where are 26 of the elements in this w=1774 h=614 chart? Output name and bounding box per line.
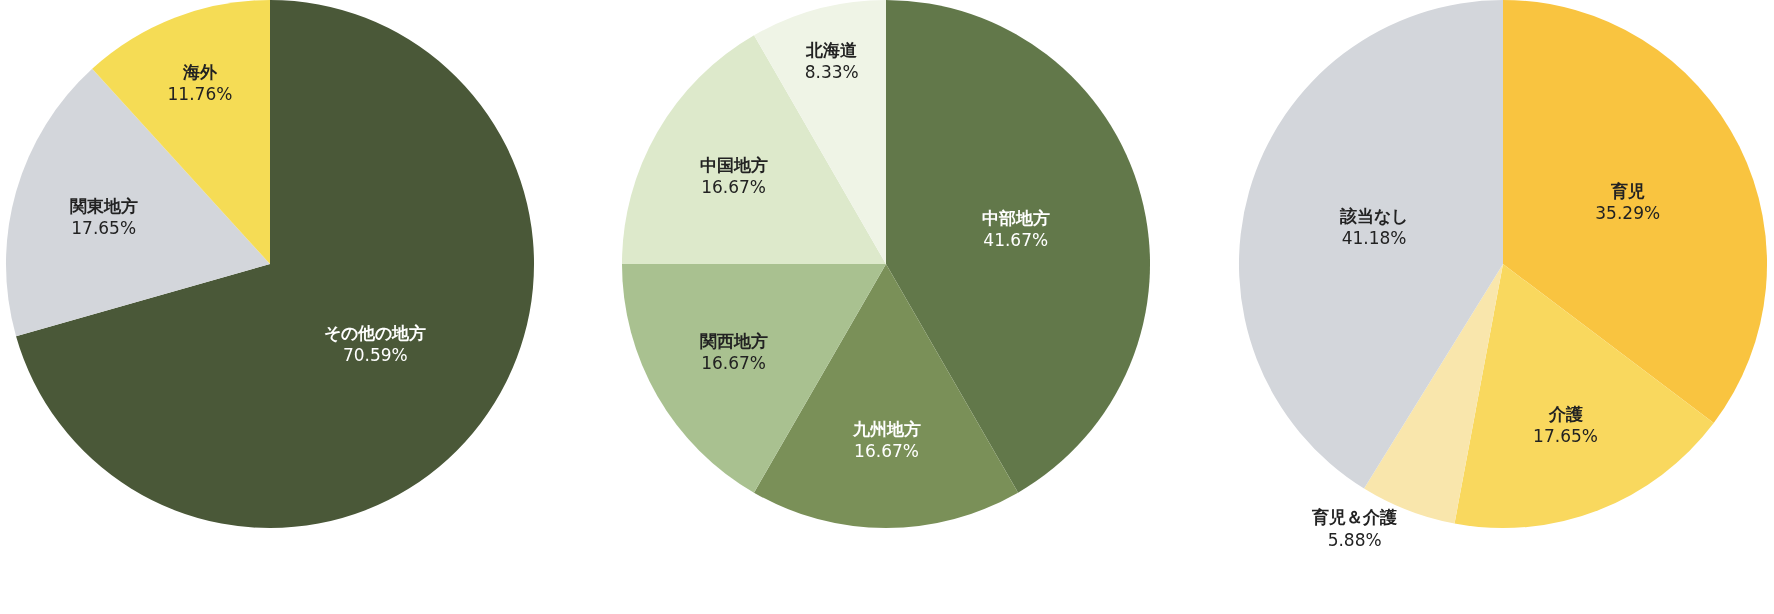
slice-label: 介護: [1547, 404, 1583, 425]
data-label: 70.59%: [342, 344, 408, 365]
data-label: 11.76%: [167, 84, 233, 105]
slice-label: 九州地方: [851, 418, 921, 439]
slice-label: 海外: [181, 62, 218, 83]
slice-label: 該当なし: [1339, 206, 1409, 227]
pie-slice: [621, 35, 886, 265]
data-label: 16.67%: [701, 353, 766, 374]
data-label: 8.33%: [804, 62, 859, 83]
slice-label: 育児＆介護: [1311, 507, 1398, 528]
slice-label: 育児: [1609, 180, 1645, 201]
slice-label: その他の地方: [324, 322, 427, 343]
slice-label: 中国地方: [699, 154, 768, 175]
pie-slice: [16, 0, 534, 528]
slice-label: 北海道: [805, 40, 858, 61]
data-label: 5.88%: [1327, 529, 1382, 550]
data-label: 41.67%: [983, 230, 1049, 251]
slice-label: 関西地方: [699, 330, 768, 351]
slice-label: 中部地方: [981, 208, 1050, 229]
slice-label: 関東地方: [69, 195, 138, 216]
data-label: 16.67%: [854, 441, 919, 462]
data-label: 16.67%: [701, 177, 767, 198]
data-label: 41.18%: [1341, 228, 1407, 249]
data-label: 17.65%: [1533, 426, 1598, 447]
data-label: 35.29%: [1595, 202, 1661, 223]
data-label: 17.65%: [71, 217, 137, 238]
